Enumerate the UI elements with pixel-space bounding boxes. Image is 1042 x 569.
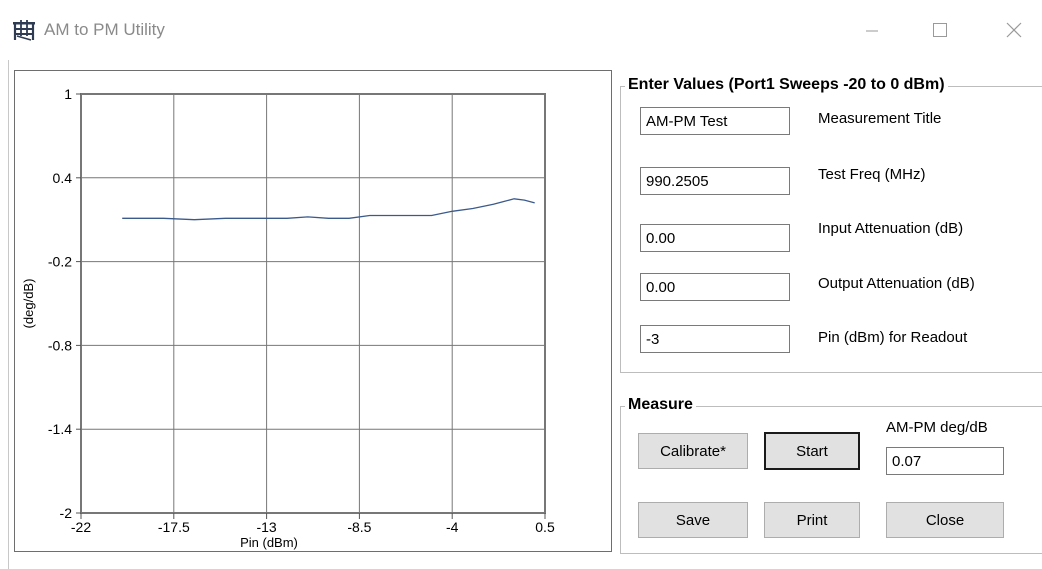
y-tick-label: -1.4 <box>48 421 72 437</box>
y-tick-label: -0.2 <box>48 254 72 270</box>
x-axis-label: Pin (dBm) <box>240 535 298 550</box>
x-tick-label: 0.5 <box>535 519 555 535</box>
measurement-title-label: Measurement Title <box>818 110 942 127</box>
test-freq-label: Test Freq (MHz) <box>818 166 926 183</box>
enter-values-legend: Enter Values (Port1 Sweeps -20 to 0 dBm) <box>625 76 948 94</box>
maximize-icon <box>932 22 948 38</box>
measure-group <box>620 406 1042 554</box>
maximize-button[interactable] <box>920 14 960 46</box>
am-pm-readout-field[interactable] <box>886 447 1004 475</box>
x-tick-label: -8.5 <box>347 519 371 535</box>
y-tick-label: 0.4 <box>53 170 73 186</box>
save-button[interactable]: Save <box>638 502 748 538</box>
input-attenuation-input[interactable] <box>640 224 790 252</box>
plot-area-border <box>80 93 546 514</box>
am-pm-series-line <box>122 198 535 221</box>
measure-legend: Measure <box>625 396 696 414</box>
close-window-button[interactable] <box>994 14 1034 46</box>
calibrate-button[interactable]: Calibrate* <box>638 433 748 469</box>
test-freq-input[interactable] <box>640 167 790 195</box>
output-attenuation-label: Output Attenuation (dB) <box>818 275 975 292</box>
y-tick-label: 1 <box>64 86 72 102</box>
print-button[interactable]: Print <box>764 502 860 538</box>
measurement-title-input[interactable] <box>640 107 790 135</box>
pin-readout-label: Pin (dBm) for Readout <box>818 329 968 346</box>
x-tick-label: -22 <box>71 519 91 535</box>
input-attenuation-label: Input Attenuation (dB) <box>818 220 964 237</box>
x-tick-label: -13 <box>256 519 276 535</box>
close-button[interactable]: Close <box>886 502 1004 538</box>
chart-canvas: -22 -17.5 -13 -8.5 -4 0.5 1 0.4 -0.2 -0.8 -1.4 -2 Pi… <box>21 86 555 550</box>
minimize-icon <box>865 23 879 37</box>
window-title: AM to PM Utility <box>44 20 165 39</box>
network-analyzer-icon <box>12 19 36 41</box>
y-tick-label: -2 <box>60 505 73 521</box>
minimize-button[interactable] <box>852 14 892 46</box>
y-tick-label: -0.8 <box>48 337 72 353</box>
x-tick-label: -4 <box>446 519 459 535</box>
start-button[interactable]: Start <box>764 432 860 470</box>
am-pm-readout-label: AM-PM deg/dB <box>886 419 988 436</box>
y-axis-label: (deg/dB) <box>21 279 36 329</box>
output-attenuation-input[interactable] <box>640 273 790 301</box>
pin-readout-input[interactable] <box>640 325 790 353</box>
title-bar: AM to PM Utility <box>0 0 1042 60</box>
x-tick-label: -17.5 <box>158 519 190 535</box>
am-pm-chart: -22 -17.5 -13 -8.5 -4 0.5 1 0.4 -0.2 -0.8 -1.4 -2 Pi… <box>14 70 612 552</box>
close-icon <box>1006 22 1022 38</box>
